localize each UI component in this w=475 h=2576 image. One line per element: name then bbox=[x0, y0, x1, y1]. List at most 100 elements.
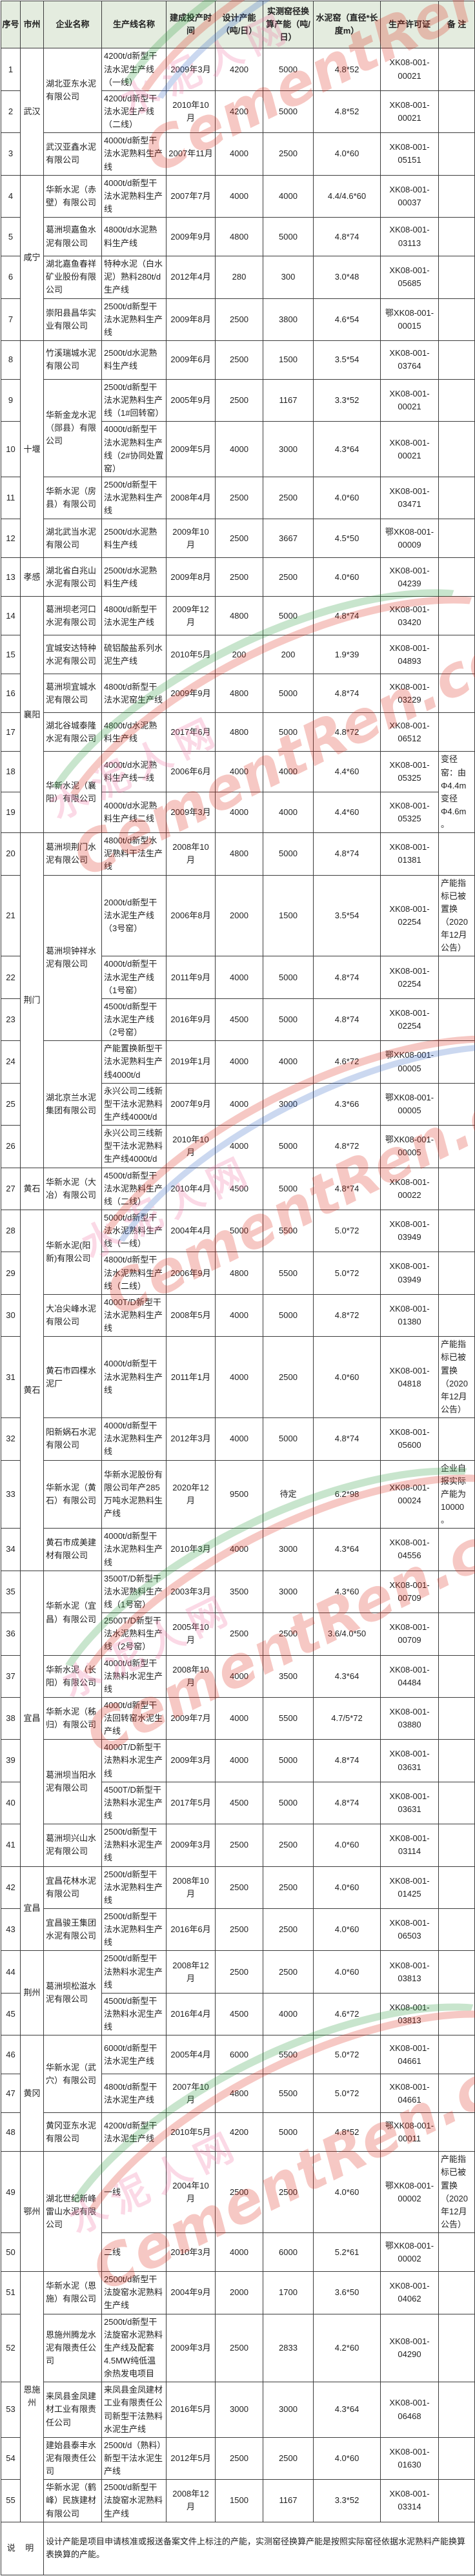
cell-kiln-size: 4.3*60 bbox=[313, 1570, 381, 1614]
table-row: 3 武汉亚鑫水泥有限公司 4000t/d新型干法水泥熟料生产线 2007年11月 400… bbox=[1, 132, 475, 176]
cell-line-name: 4500t/d新型干法水泥熟料生产线（二线） bbox=[101, 1167, 167, 1211]
cell-serial: 35 bbox=[1, 1570, 21, 1614]
table-row: 8 十堰 竹溪瑞城水泥有限公司 2500t/d水泥熟料生产线 2009年6月 2500 15… bbox=[1, 340, 475, 559]
cell-line-name: 2500t/d新型干法熟料水泥生产线 bbox=[101, 1824, 167, 1867]
cell-line-name: 2500t/d新型干法水泥熟料生产线 bbox=[101, 1866, 167, 1910]
cell-kiln-size: 4.8*52 bbox=[313, 2112, 381, 2152]
cell-serial: 45 bbox=[1, 1992, 21, 2036]
cell-line-name: 4800t/d新型干法水泥窑生产线 bbox=[101, 674, 167, 714]
cell-serial: 37 bbox=[1, 1654, 21, 1698]
cell-company: 葛洲坝嘉鱼水泥有限公司 bbox=[43, 217, 102, 257]
table-row: 5 葛洲坝嘉鱼水泥有限公司 4800t/d水泥熟料生产线 2009年9月 4800 500… bbox=[1, 217, 475, 257]
header-license: 生产许可证 bbox=[380, 0, 439, 49]
cell-serial: 19 bbox=[1, 792, 21, 834]
cell-line-name: 6000t/d新型干法水泥生产线 bbox=[101, 2035, 167, 2075]
cell-license: XK08-001-00709 bbox=[380, 1613, 439, 1656]
cell-commission-time: 2017年6月 bbox=[166, 712, 216, 752]
cell-line-name: 4800t/d新型干法水泥生产线 bbox=[101, 596, 167, 636]
cell-serial: 15 bbox=[1, 635, 21, 675]
cell-kiln-size: 4.3*64 bbox=[313, 421, 381, 477]
cell-company: 湖北亚东水泥有限公司 bbox=[43, 48, 102, 134]
cell-company: 湖北省白兆山水泥有限公司 bbox=[43, 557, 102, 597]
cell-design-capacity: 5000 bbox=[215, 1209, 263, 1253]
cell-commission-time: 2009年6月 bbox=[166, 340, 216, 380]
cell-company: 宜昌骏王集团水泥有限公司 bbox=[43, 1908, 102, 1952]
cell-commission-time: 2016年5月 bbox=[166, 2382, 216, 2438]
header-company: 企业名称 bbox=[43, 0, 102, 49]
table-row: 28 黄石 华新水泥(阳新)有限公司 5000t/d新型干法水泥熟料生产线（一线） 20… bbox=[1, 1209, 475, 1571]
cell-design-capacity: 4800 bbox=[215, 217, 263, 257]
cell-measured-capacity: 2500 bbox=[263, 476, 314, 520]
cell-line-name: 4200t/d新型干法水泥生产线（一线） bbox=[101, 48, 167, 91]
cell-license: XK08-001-00709 bbox=[380, 1570, 439, 1614]
cell-remark bbox=[438, 2074, 475, 2114]
cell-kiln-size: 4.4*60 bbox=[313, 751, 381, 793]
cell-design-capacity: 4000 bbox=[215, 1696, 263, 1740]
cell-measured-capacity: 5000 bbox=[263, 832, 314, 876]
cell-line-name: 2500T/D新型干法水泥熟料生产线（2号窑） bbox=[101, 1613, 167, 1656]
cell-kiln-size: 5.0*72 bbox=[313, 1209, 381, 1253]
cell-commission-time: 2012年4月 bbox=[166, 256, 216, 299]
cell-kiln-size: 5.0*72 bbox=[313, 1252, 381, 1295]
cell-measured-capacity: 2500 bbox=[263, 2437, 314, 2480]
cell-city: 荆门 bbox=[20, 832, 44, 1168]
cell-line-name: 4800t/d新型干法水泥熟料生产线（二线） bbox=[101, 1252, 167, 1295]
table-row: 17 湖北谷城泰隆水泥有限公司 4800t/d水泥熟料生产线 2017年6月 4800 5… bbox=[1, 712, 475, 752]
cell-design-capacity: 4800 bbox=[215, 832, 263, 876]
cell-design-capacity: 4000 bbox=[215, 1654, 263, 1698]
cell-measured-capacity: 5500 bbox=[263, 1209, 314, 1253]
cell-license: XK08-001-00024 bbox=[380, 1459, 439, 1529]
cell-license: XK08-001-01380 bbox=[380, 1293, 439, 1337]
cell-line-name: 2500t/d水泥熟料生产线 bbox=[101, 557, 167, 597]
cell-serial: 23 bbox=[1, 998, 21, 1042]
cell-kiln-size: 4.8*72 bbox=[313, 1125, 381, 1168]
cell-serial: 38 bbox=[1, 1696, 21, 1740]
cell-design-capacity: 2500 bbox=[215, 2151, 263, 2234]
cell-kiln-size: 4.0*60 bbox=[313, 1950, 381, 1994]
cell-design-capacity: 6000 bbox=[215, 2035, 263, 2075]
cell-line-name: 2500t/d水泥熟料生产线 bbox=[101, 340, 167, 380]
cell-company: 华新水泥（鹤峰）民族建材有限公司 bbox=[43, 2479, 102, 2522]
table-row: 22 4000t/d新型干法水泥生产线（1号窑） 2011年9月 4000 5000 4.… bbox=[1, 956, 475, 999]
cell-line-name: 4800t/d水泥熟料生产线 bbox=[101, 712, 167, 752]
cell-commission-time: 2010年3月 bbox=[166, 2232, 216, 2272]
cell-measured-capacity: 2500 bbox=[263, 132, 314, 176]
cell-company: 竹溪瑞城水泥有限公司 bbox=[43, 340, 102, 380]
cell-design-capacity: 2500 bbox=[215, 378, 263, 422]
cell-measured-capacity: 6000 bbox=[263, 2232, 314, 2272]
cell-city: 宜昌 bbox=[20, 1866, 44, 1952]
cell-line-name: 4000t/d水泥熟料生产线二线 bbox=[101, 792, 167, 834]
cell-remark bbox=[438, 2112, 475, 2152]
cell-design-capacity: 4200 bbox=[215, 90, 263, 134]
cell-design-capacity: 2500 bbox=[215, 2437, 263, 2480]
table-row: 16 葛洲坝宜城水泥有限公司 4800t/d新型干法水泥窑生产线 2009年9月 480… bbox=[1, 674, 475, 714]
table-row: 27 黄石 华新水泥（大冶）有限公司 4500t/d新型干法水泥熟料生产线（二线） 20… bbox=[1, 1167, 475, 1211]
cell-commission-time: 2003年3月 bbox=[166, 1570, 216, 1614]
cell-line-name: 4800t/d新型干法水泥生产线 bbox=[101, 2074, 167, 2114]
cell-measured-capacity: 4000 bbox=[263, 1992, 314, 2036]
cell-commission-time: 2009年3月 bbox=[166, 792, 216, 834]
cell-license: XK08-001-01630 bbox=[380, 2437, 439, 2480]
cell-commission-time: 2010年10月 bbox=[166, 1125, 216, 1168]
cell-measured-capacity: 5000 bbox=[263, 48, 314, 91]
cell-measured-capacity: 5000 bbox=[263, 956, 314, 999]
cell-company: 葛洲坝兴山水泥有限公司 bbox=[43, 1824, 102, 1867]
cell-measured-capacity: 1167 bbox=[263, 2479, 314, 2522]
table-row: 4 咸宁 华新水泥（赤壁）有限公司 4000t/d新型干法水泥熟料生产线 2007年7月… bbox=[1, 174, 475, 341]
cell-design-capacity: 200 bbox=[215, 635, 263, 675]
cell-remark bbox=[438, 1209, 475, 1253]
cell-serial: 48 bbox=[1, 2112, 21, 2152]
cell-design-capacity: 2000 bbox=[215, 2271, 263, 2314]
cell-kiln-size: 4.3*66 bbox=[313, 1082, 381, 1126]
cell-measured-capacity: 2500 bbox=[263, 1613, 314, 1656]
cell-commission-time: 2007年10月 bbox=[166, 2074, 216, 2114]
cell-kiln-size: 4.8*74 bbox=[313, 1417, 381, 1461]
cell-serial: 2 bbox=[1, 90, 21, 134]
table-row: 6 湖北嘉鱼春祥矿业股份有限公司 特种水泥（白水泥）熟料280t/d生产线 2012年… bbox=[1, 256, 475, 299]
cell-line-name: 4000t/d新型干法水泥熟料生产线 bbox=[101, 1528, 167, 1571]
cell-kiln-size: 4.8*74 bbox=[313, 596, 381, 636]
cell-license: XK08-001-00021 bbox=[380, 421, 439, 477]
cell-measured-capacity: 3800 bbox=[263, 298, 314, 341]
cell-license: XK08-001-00022 bbox=[380, 1167, 439, 1211]
cell-measured-capacity: 5500 bbox=[263, 1252, 314, 1295]
